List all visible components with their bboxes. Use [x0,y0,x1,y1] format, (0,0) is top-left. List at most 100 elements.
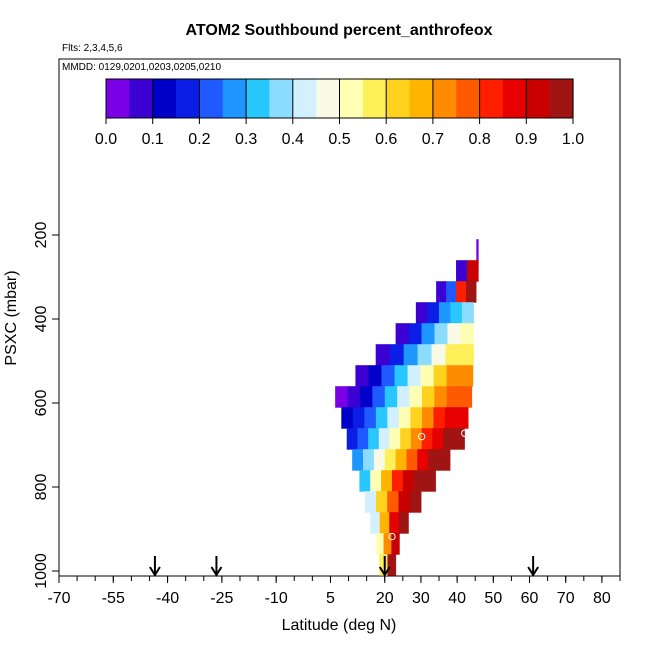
heatmap-cell [476,239,479,265]
heatmap-cell [368,428,380,450]
heatmap-cell [391,470,404,492]
heatmap-cell [421,386,435,408]
colorbar-tick-label: 0.1 [142,131,164,148]
heatmap-cell [467,260,479,282]
x-tick-label: 30 [412,590,430,607]
heatmap-cell [459,344,474,366]
colorbar-swatch [549,79,574,118]
heatmap-cell [459,386,473,408]
x-tick-label: -70 [47,590,70,607]
flight-arrow-head [527,566,539,577]
y-tick-label: 400 [33,306,50,333]
y-tick-label: 1000 [33,553,50,589]
plot-area-border [58,58,621,577]
heatmap-cell [341,407,354,429]
heatmap-cell [355,365,369,387]
colorbar-swatch [152,79,177,118]
heatmap-cell [431,344,446,366]
heatmap-cell [381,365,396,387]
heatmap-cell [346,428,358,450]
colorbar-swatch [292,79,317,118]
heatmap-cell [456,281,467,303]
heatmap-cell [417,449,429,471]
dates-label: MMDD: 0129,0201,0203,0205,0210 [62,62,221,73]
colorbar: 0.0 0.1 0.2 0.3 0.4 0.5 0.6 0.7 0.8 0.9 1.0 [95,78,584,148]
heatmap-cell [434,323,448,345]
heatmap-cell [446,365,461,387]
x-tick-label: 60 [521,590,539,607]
colorbar-swatch [222,79,247,118]
heatmap-cells [335,239,479,576]
colorbar-swatch [432,79,457,118]
x-tick-label: -40 [156,590,179,607]
y-axis-label: PSXC (mbar) [3,270,20,365]
heatmap-cell [381,470,393,492]
heatmap-cell [408,323,423,345]
colorbar-swatch [269,79,294,118]
colorbar-tick-label: 1.0 [562,131,584,148]
heatmap-cell [417,344,433,366]
heatmap-cell [450,302,463,324]
heatmap-cell [434,386,448,408]
heatmap-cell [400,428,412,450]
data-marker [461,429,469,437]
data-markers [326,386,469,541]
x-axis: -70 -55 -40 -25 -10 5 20 30 40 50 60 70 80 [47,576,621,607]
heatmap-cell [406,449,418,471]
heatmap-cell [373,449,386,471]
heatmap-cell [409,386,423,408]
heatmap-cell [387,554,397,576]
flight-arrow-head [378,566,391,577]
x-tick-label: -25 [210,590,233,607]
heatmap-cell [421,428,433,450]
data-marker [388,532,396,541]
heatmap-cell [433,365,448,387]
flight-arrow-head [210,566,223,577]
x-tick-label: 40 [448,590,466,607]
heatmap-cell [447,323,461,345]
colorbar-tick-label: 0.3 [235,131,257,148]
colorbar-swatch [362,79,387,118]
heatmap-cell [445,344,460,366]
heatmap-cell [456,407,469,429]
heatmap-cell [398,491,411,513]
heatmap-cell [364,491,377,513]
colorbar-tick-label: 0.7 [422,131,444,148]
heatmap-cell [424,470,436,492]
heatmap-cell [391,533,400,555]
heatmap-cell [387,407,400,429]
heatmap-cell [420,365,435,387]
heatmap-cell [347,386,361,408]
colorbar-swatch [246,79,271,118]
heatmap-cell [375,344,391,366]
heatmap-cell [379,512,390,534]
x-tick-label: -10 [265,590,288,607]
x-tick-label: 70 [557,590,575,607]
heatmap-cell [359,470,371,492]
flights-label: Flts: 2,3,4,5,6 [62,43,123,54]
colorbar-tick-label: 0.4 [282,131,304,148]
colorbar-swatch [176,79,200,118]
colorbar-swatch [386,79,411,118]
colorbar-tick-label: 0.9 [515,131,537,148]
heatmap-cell [446,386,460,408]
heatmap-cell [376,491,388,513]
colorbar-tick-label: 0.6 [375,131,397,148]
colorbar-swatch [456,79,481,118]
heatmap-cell [456,260,468,282]
colorbar-swatch [199,79,224,118]
heatmap-cell [421,323,436,345]
colorbar-tick-label: 0.5 [328,131,350,148]
heatmap-cell [375,533,385,555]
heatmap-cell [461,302,474,324]
heatmap-cell [379,554,388,576]
heatmap-cell [375,407,388,429]
y-axis: 200 400 600 800 1000 [33,222,59,589]
flight-arrow-head [149,566,161,577]
x-tick-label: -55 [102,590,125,607]
heatmap-cell [432,428,444,450]
heatmap-cell [384,386,398,408]
heatmap-cell [364,407,377,429]
heatmap-cell [436,281,447,303]
heatmap-cell [433,407,446,429]
